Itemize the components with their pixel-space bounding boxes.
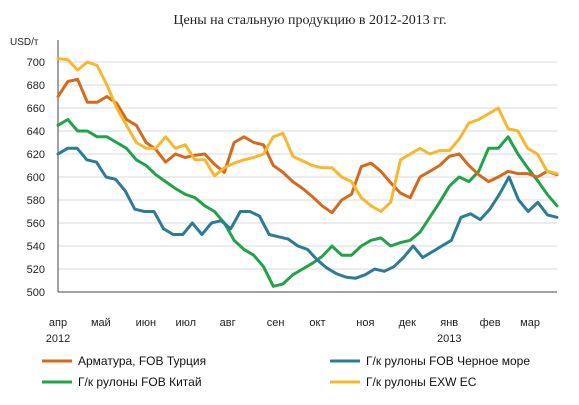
x-tick-label: дек <box>399 317 417 329</box>
y-axis-ticks: 500 520 540 560 580 600 620 640 660 680 700 <box>27 57 45 299</box>
grid <box>57 40 557 293</box>
y-axis-unit: USD/т <box>10 37 39 48</box>
series-line-hrc-eu <box>56 57 559 213</box>
legend-label: Г/к рулоны FOB Китай <box>78 375 202 389</box>
legend-label: Г/к рулоны FOB Черное море <box>366 354 530 368</box>
x-tick-label: окт <box>309 317 325 329</box>
series-line-rebar-turkey <box>56 77 559 215</box>
x-tick-label: апр <box>49 317 67 329</box>
x-axis-ticks: апр май июн июл авг сен окт ноя дек янв фев мар 2012… <box>46 317 540 345</box>
x-tick-label: июн <box>136 317 156 329</box>
x-tick-label: сен <box>267 317 285 329</box>
legend: Арматура, FOB Турция Г/к рулоны FOB Черно… <box>42 354 530 389</box>
y-tick-label: 600 <box>27 172 45 184</box>
y-tick-label: 700 <box>27 57 45 69</box>
y-tick-label: 520 <box>27 264 45 276</box>
chart-title: Цены на стальную продукцию в 2012-2013 г… <box>173 13 446 28</box>
x-tick-label: фев <box>480 317 501 329</box>
legend-label: Арматура, FOB Турция <box>78 354 206 368</box>
x-tick-label: авг <box>220 317 236 329</box>
y-tick-label: 580 <box>27 195 45 207</box>
x-year-label: 2013 <box>437 333 461 345</box>
y-tick-label: 540 <box>27 241 45 253</box>
series-lines <box>56 57 559 288</box>
y-tick-label: 680 <box>27 80 45 92</box>
x-tick-label: июл <box>175 317 196 329</box>
y-tick-label: 500 <box>27 287 45 299</box>
y-tick-label: 640 <box>27 126 45 138</box>
y-tick-label: 560 <box>27 218 45 230</box>
series-line-hrc-black-sea <box>56 146 559 280</box>
series-line-hrc-china <box>56 118 559 288</box>
x-year-label: 2012 <box>46 333 70 345</box>
legend-label: Г/к рулоны EXW ЕС <box>366 375 477 389</box>
x-tick-label: мар <box>520 317 540 329</box>
x-tick-label: май <box>91 317 111 329</box>
y-tick-label: 660 <box>27 103 45 115</box>
y-tick-label: 620 <box>27 149 45 161</box>
x-tick-label: янв <box>440 317 458 329</box>
x-tick-label: ноя <box>356 317 374 329</box>
